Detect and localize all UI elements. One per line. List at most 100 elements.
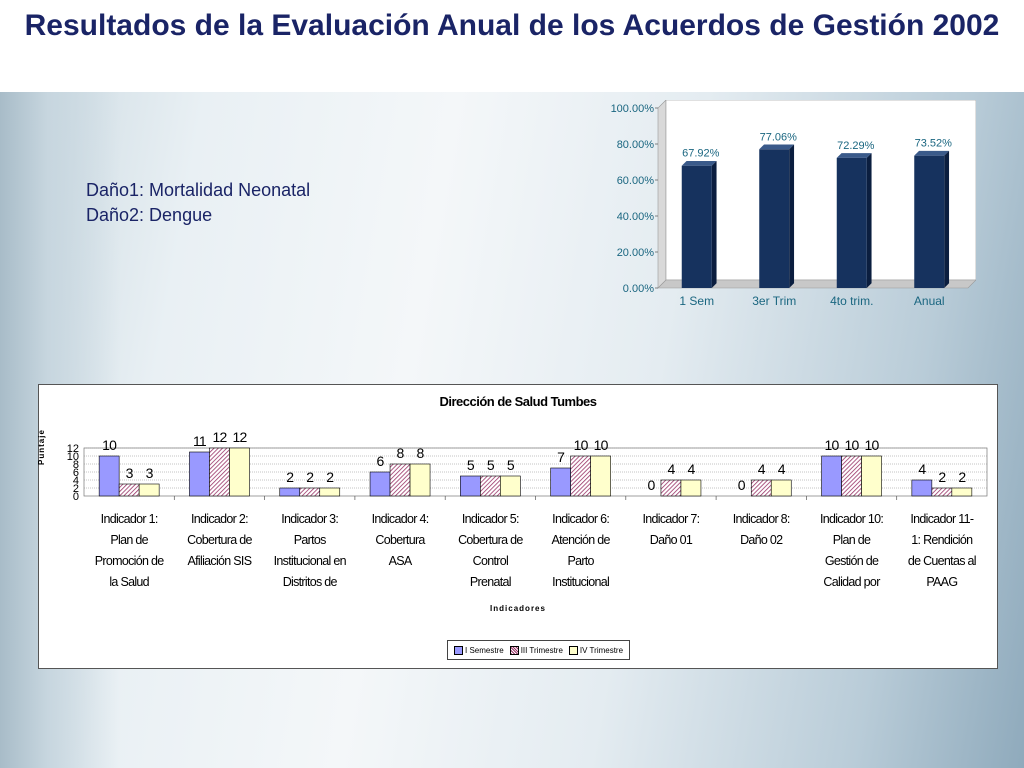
bar-value-label: 2 — [286, 469, 294, 485]
indicator-label-line: Indicador 7: — [642, 512, 700, 526]
bar-value-label: 5 — [487, 457, 495, 473]
bar-value-label: 10 — [594, 437, 609, 453]
bar-side — [789, 144, 795, 288]
summary-chart: 0.00% 20.00% 40.00% 60.00% 80.00% 100.00% 67.9… — [596, 99, 977, 325]
bar-value-label: 5 — [507, 457, 515, 473]
bar-value-label: 2 — [958, 469, 966, 485]
legend-swatch-iv-trimestre — [568, 645, 578, 655]
x-tick-label: 3er Trim — [752, 294, 796, 308]
legend-item-i-semestre: I Semestre — [454, 645, 504, 655]
y-tick-label: 10 — [67, 451, 79, 463]
indicator-label: Indicador 10: Plan de Gestión de Calidad po… — [808, 509, 896, 593]
bar-iv-trimestre — [409, 463, 431, 497]
y-axis-title: Puntaje — [37, 429, 46, 465]
indicator-label-line: Partos — [293, 533, 327, 547]
bar-value-label: 2 — [306, 469, 314, 485]
bar-value-label: 3 — [126, 465, 134, 481]
bar-iv-trimestre — [138, 483, 160, 497]
series-legend: I Semestre III Trimestre IV Trimestre — [447, 640, 631, 660]
bar-iii-trimestre — [209, 447, 230, 497]
indicator-label-line: Indicador 3: — [281, 512, 339, 526]
legend-label-iv-trimestre: IV Trimestre — [579, 645, 624, 655]
indicators-chart-title: Dirección de Salud Tumbes — [439, 394, 597, 409]
indicator-label-line: Daño 02 — [740, 533, 783, 547]
bar-top — [681, 160, 717, 166]
bar-iii-trimestre — [118, 483, 140, 497]
bar-value-label: 4 — [918, 461, 926, 477]
bar-value-label: 10 — [574, 437, 589, 453]
indicator-label: Indicador 7: Daño 01 — [627, 509, 715, 551]
indicator-label-line: Indicador 8: — [732, 512, 791, 526]
legend-item-iii-trimestre: III Trimestre — [509, 645, 563, 655]
indicator-label: Indicador 2: Cobertura de Afiliación SIS — [175, 509, 263, 572]
y-tick-label: 40.00% — [617, 211, 655, 223]
bar-iv-trimestre — [680, 479, 702, 497]
bar-side — [866, 153, 872, 288]
indicator-label-line: la Salud — [109, 575, 149, 589]
bar-iv-trimestre — [770, 479, 792, 497]
indicator-label-line: Indicador 6: — [552, 512, 610, 526]
bar-value-label: 0 — [738, 477, 746, 493]
slide-title: Resultados de la Evaluación Anual de los… — [24, 9, 1000, 42]
indicator-label-line: Indicador 10: — [819, 512, 884, 526]
bar-i-semestre — [98, 455, 120, 497]
bar-value-label: 2 — [326, 469, 334, 485]
indicator-label-line: Calidad por — [823, 575, 880, 589]
indicator-label-line: Cobertura — [375, 533, 425, 547]
indicator-label: Indicador 1: Plan de Promoción de la Salud — [85, 509, 173, 593]
bar-iii-trimestre — [389, 463, 411, 497]
indicators-chart: Dirección de Salud Tumbes 0 2 4 6 8 10 12 10 3 3 1… — [37, 384, 998, 669]
indicator-label-line: Distritos de — [282, 575, 338, 589]
indicator-label-line: Gestión de — [824, 554, 879, 568]
bar — [759, 149, 790, 288]
bar-value-label: 0 — [647, 477, 655, 493]
y-tick-label: 60.00% — [617, 175, 655, 187]
indicator-label: Indicador 11- 1: Rendición de Cuentas al PA… — [898, 509, 986, 593]
bar-i-semestre — [369, 471, 391, 497]
bar-value-label: 8 — [417, 445, 425, 461]
legend-swatch-i-semestre — [454, 645, 463, 655]
bar-value-label: 4 — [687, 461, 695, 477]
bar-i-semestre — [911, 479, 933, 497]
bar-value-label: 4 — [667, 461, 675, 477]
bar-value-label: 4 — [758, 461, 766, 477]
x-tick-label: 1 Sem — [679, 294, 714, 308]
bar-value-label: 10 — [865, 437, 880, 453]
summary-chart-svg: 0.00% 20.00% 40.00% 60.00% 80.00% 100.00% 67.9… — [611, 99, 977, 308]
bar-iv-trimestre — [319, 487, 341, 497]
damage-legend-item-1: Daño1: Mortalidad Neonatal — [86, 180, 311, 200]
legend-item-iv-trimestre: IV Trimestre — [568, 645, 624, 655]
indicator-label: Indicador 8: Daño 02 — [717, 509, 805, 551]
bar-value-label: 12 — [232, 429, 247, 445]
bar-value-label: 67.92% — [682, 148, 720, 160]
legend-label-iii-trimestre: III Trimestre — [520, 645, 563, 655]
bar-value-label: 6 — [377, 453, 385, 469]
indicator-label-line: ASA — [388, 554, 413, 568]
y-tick-label: 6 — [73, 467, 79, 479]
x-axis-title: Indicadores — [490, 604, 546, 613]
bar-value-label: 77.06% — [760, 131, 798, 143]
legend-swatch-iii-trimestre — [509, 645, 519, 655]
bar — [681, 165, 712, 288]
bar-iv-trimestre — [590, 455, 611, 497]
y-tick-label: 20.00% — [617, 247, 655, 259]
bar-value-label: 8 — [397, 445, 405, 461]
bar-top — [836, 153, 872, 158]
bar-iii-trimestre — [570, 455, 591, 497]
bar-iii-trimestre — [660, 479, 682, 497]
indicator-label: Indicador 6: Atención de Parto Instituciona… — [537, 509, 625, 593]
bar — [836, 157, 867, 288]
bar-i-semestre — [189, 451, 210, 497]
damage-legend-item-2: Daño2: Dengue — [86, 205, 213, 225]
bar-i-semestre — [821, 455, 842, 497]
x-tick-label: Anual — [914, 294, 945, 308]
indicator-label-line: Cobertura de — [458, 533, 523, 547]
bar-value-label: 10 — [825, 437, 840, 453]
indicator-label-line: Daño 01 — [649, 533, 693, 547]
indicator-label-line: Promoción de — [94, 554, 164, 568]
indicator-label-line: Institucional — [552, 575, 610, 589]
indicator-label-line: PAAG — [926, 575, 958, 589]
bar-value-label: 12 — [212, 429, 227, 445]
bar-value-label: 73.52% — [915, 138, 953, 150]
